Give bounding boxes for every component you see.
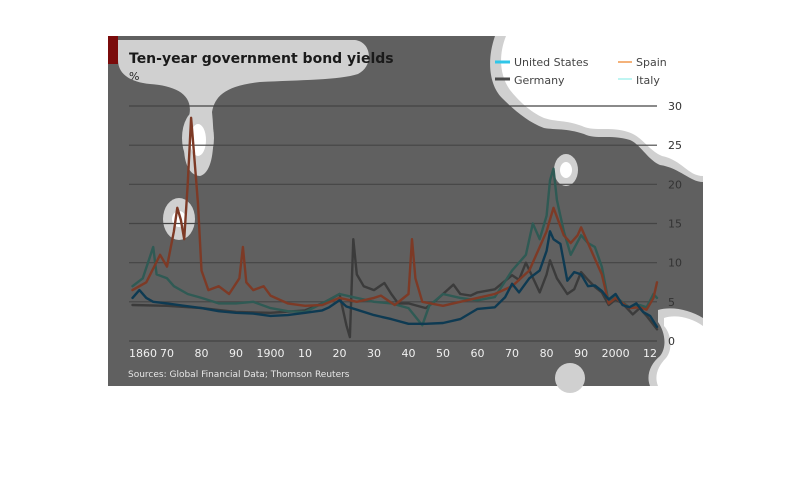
mask-blobs [118, 36, 703, 393]
y-tick-label: 15 [668, 218, 682, 231]
y-tick-label: 20 [668, 178, 682, 191]
x-tick-label: 90 [229, 347, 243, 360]
x-tick-label: 50 [436, 347, 450, 360]
brand-tag [108, 36, 118, 64]
y-tick-label: 25 [668, 139, 682, 152]
legend-label-italy: Italy [636, 74, 660, 87]
y-tick-label: 30 [668, 100, 682, 113]
x-tick-label: 40 [402, 347, 416, 360]
y-axis-ticks: 0 5 10 15 20 25 30 [668, 100, 682, 348]
y-tick-label: 5 [668, 296, 675, 309]
x-tick-label: 1860 [129, 347, 157, 360]
x-tick-label: 2000 [602, 347, 630, 360]
x-tick-label: 60 [471, 347, 485, 360]
x-tick-label: 12 [643, 347, 657, 360]
x-tick-label: 70 [505, 347, 519, 360]
series-line-spain [131, 116, 659, 311]
series-lines [131, 116, 659, 339]
series-line-italy [131, 167, 659, 327]
x-tick-label: 10 [298, 347, 312, 360]
x-tick-label: 90 [574, 347, 588, 360]
chart-title: Ten-year government bond yields [129, 51, 394, 67]
chart-source: Sources: Global Financial Data; Thomson … [128, 370, 350, 380]
legend-label-germany: Germany [514, 74, 565, 87]
x-tick-label: 80 [194, 347, 208, 360]
chart-legend: United States Germany Spain Italy [495, 56, 667, 87]
y-tick-label: 10 [668, 257, 682, 270]
series-line-united-states [131, 230, 659, 329]
x-tick-label: 20 [333, 347, 347, 360]
x-tick-label: 80 [540, 347, 554, 360]
x-axis-ticks: 1860 70 80 90 1900 10 20 30 40 50 60 70 80 90 2000 12 [129, 347, 657, 360]
y-tick-label: 0 [668, 335, 675, 348]
x-tick-label: 30 [367, 347, 381, 360]
x-tick-label: 70 [160, 347, 174, 360]
legend-label-spain: Spain [636, 56, 667, 69]
legend-label-united-states: United States [514, 56, 589, 69]
y-axis-unit: % [129, 70, 139, 83]
x-tick-label: 1900 [256, 347, 284, 360]
